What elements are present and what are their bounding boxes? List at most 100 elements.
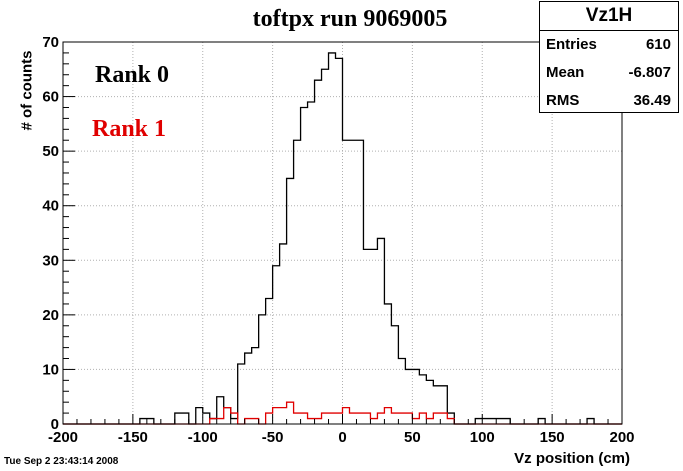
histogram-bin	[349, 413, 356, 424]
histogram-bin	[322, 69, 329, 424]
histogram-bin	[245, 419, 252, 424]
legend-rank-0: Rank 0	[95, 62, 170, 88]
histogram-bin	[440, 413, 447, 424]
histogram-bin	[245, 353, 252, 424]
histogram-bin	[412, 369, 419, 424]
histogram-bin	[377, 413, 384, 424]
y-tick-label: 50	[42, 143, 59, 160]
stats-box: Vz1H Entries 610 Mean -6.807 RMS 36.49	[539, 1, 679, 113]
histogram-bin	[294, 413, 301, 424]
x-axis-label: Vz position (cm)	[514, 450, 630, 467]
y-tick-label: 0	[51, 416, 59, 433]
x-tick-label: -200	[48, 429, 78, 446]
histogram-bin	[280, 244, 287, 424]
histogram-bin	[217, 419, 224, 424]
histogram-bin	[426, 419, 433, 424]
histogram-bin	[210, 419, 217, 424]
x-tick-label: 150	[540, 429, 565, 446]
histogram-bin	[343, 140, 350, 424]
histogram-bin	[287, 178, 294, 424]
chart-title: toftpx run 9069005	[252, 6, 448, 32]
axis-ticks	[62, 41, 623, 425]
histogram-bin	[301, 107, 308, 424]
histogram-bin	[329, 413, 336, 424]
histogram-bin	[343, 408, 350, 424]
histogram-bin	[238, 364, 245, 424]
x-tick-label: 100	[470, 429, 495, 446]
histogram-bin	[433, 413, 440, 424]
histogram-bin	[182, 413, 189, 424]
histogram-bin	[398, 413, 405, 424]
histogram-bin	[175, 413, 182, 424]
tick-labels: -200 -150 -100 -50 0 50 100 150 200 0 10 20 30 40 50 60…	[42, 34, 634, 446]
legend-rank-1: Rank 1	[92, 116, 167, 142]
y-axis-label: # of counts	[18, 50, 36, 131]
x-tick-label: 50	[404, 429, 421, 446]
x-tick-label: -100	[188, 429, 218, 446]
y-tick-label: 10	[42, 361, 59, 378]
histogram-bin	[322, 413, 329, 424]
histogram-bin	[147, 419, 154, 424]
histogram-bin	[273, 408, 280, 424]
y-tick-label: 30	[42, 252, 59, 269]
stats-row-rms: RMS 36.49	[540, 87, 678, 115]
histogram-bin	[503, 419, 510, 424]
histogram-bin	[308, 102, 315, 424]
histogram-bin	[426, 380, 433, 424]
stats-histogram-name: Vz1H	[540, 2, 678, 31]
histogram-bin	[377, 238, 384, 424]
histogram-bin	[210, 419, 217, 424]
y-tick-label: 40	[42, 198, 59, 215]
histogram-bin	[203, 413, 210, 424]
histogram-bin	[405, 369, 412, 424]
histogram-bin	[231, 419, 238, 424]
stats-row-entries: Entries 610	[540, 31, 678, 59]
histogram-bin	[489, 419, 496, 424]
histogram-bin	[419, 413, 426, 424]
stats-value: 610	[645, 36, 671, 53]
histogram-bin	[315, 80, 322, 424]
x-tick-label: 200	[609, 429, 634, 446]
histogram-bin	[496, 419, 503, 424]
stats-label: RMS	[546, 92, 580, 109]
histogram-bin	[391, 413, 398, 424]
stats-label: Entries	[546, 36, 597, 53]
stats-row-mean: Mean -6.807	[540, 59, 678, 87]
x-tick-label: -150	[118, 429, 148, 446]
histogram-bin	[447, 419, 454, 424]
histogram-bin	[433, 386, 440, 424]
histogram-bin	[329, 53, 336, 424]
histogram-bin	[370, 249, 377, 424]
y-tick-label: 60	[42, 89, 59, 106]
histogram-bin	[384, 408, 391, 424]
histogram-bin	[224, 408, 231, 424]
histogram-bin	[370, 419, 377, 424]
histogram-bin	[482, 419, 489, 424]
histogram-bin	[252, 419, 259, 424]
histogram-bin	[398, 359, 405, 424]
histogram-bin	[356, 140, 363, 424]
histogram-bin	[224, 408, 231, 424]
stats-value: -6.807	[628, 64, 671, 81]
histogram-bin	[287, 402, 294, 424]
histogram-bin	[405, 413, 412, 424]
y-tick-label: 70	[42, 34, 59, 51]
histogram-bin	[356, 413, 363, 424]
y-tick-label: 20	[42, 307, 59, 324]
stats-value: 36.49	[633, 92, 671, 109]
histogram-bin	[308, 419, 315, 424]
histogram-bin	[363, 413, 370, 424]
histogram-bin	[587, 419, 594, 424]
histogram-bin	[294, 140, 301, 424]
histogram-bin	[266, 413, 273, 424]
histogram-bin	[336, 413, 343, 424]
histogram-bin	[440, 386, 447, 424]
histogram-bin	[140, 419, 147, 424]
histogram-bin	[419, 375, 426, 424]
histogram-bin	[475, 419, 482, 424]
histogram-bin	[412, 419, 419, 424]
histogram-bin	[363, 249, 370, 424]
histogram-bin	[538, 419, 545, 424]
histogram-bin	[252, 348, 259, 424]
